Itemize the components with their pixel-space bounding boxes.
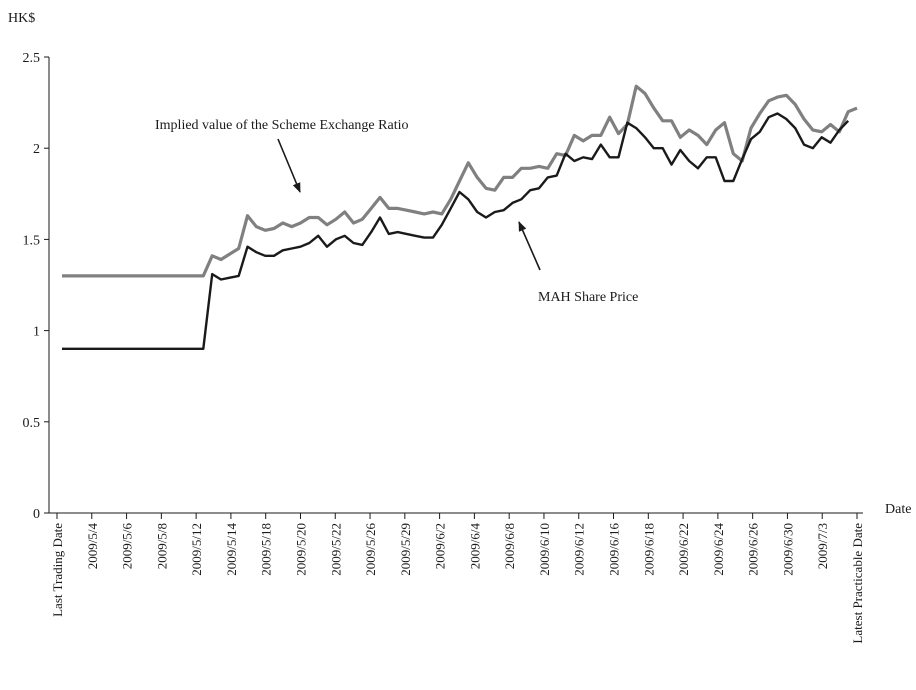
y-axis-label: HK$: [8, 11, 35, 26]
x-tick-label: Last Trading Date: [50, 523, 65, 617]
x-tick-label: 2009/6/8: [502, 523, 517, 569]
x-tick-label: 2009/5/4: [85, 523, 100, 570]
series-line-1: [62, 84, 858, 278]
x-tick-label: 2009/6/4: [467, 523, 482, 570]
annotation-label: MAH Share Price: [538, 290, 638, 305]
y-tick-label: 1.5: [23, 233, 41, 248]
x-tick-label: 2009/6/12: [572, 523, 587, 576]
x-tick-label: Latest Practicable Date: [850, 523, 865, 644]
x-tick-label: 2009/6/2: [433, 523, 448, 569]
annotation-arrow: [277, 138, 301, 193]
x-tick-label: 2009/5/12: [189, 523, 204, 576]
x-tick-label: 2009/5/29: [398, 523, 413, 576]
x-tick-label: 2009/6/30: [780, 523, 795, 576]
annotations: Implied value of the Scheme Exchange Rat…: [155, 118, 638, 305]
x-tick-label: 2009/5/8: [154, 523, 169, 569]
series-line-2: [62, 112, 850, 350]
y-tick-label: 0: [33, 507, 40, 522]
x-tick-label: 2009/5/20: [293, 523, 308, 576]
series-layer: [62, 84, 858, 350]
x-ticks: Last Trading Date 2009/5/4 2009/5/6 2009/5/…: [50, 513, 865, 644]
x-tick-label: 2009/6/18: [641, 523, 656, 576]
x-tick-label: 2009/7/3: [815, 523, 830, 569]
x-tick-label: 2009/6/16: [607, 523, 622, 576]
x-tick-label: 2009/5/14: [224, 523, 239, 576]
x-tick-label: 2009/6/22: [676, 523, 691, 576]
y-ticks: 0 0.5 1 1.5 2 2.5: [23, 51, 49, 522]
annotation-label: Implied value of the Scheme Exchange Rat…: [155, 118, 408, 133]
x-tick-label: 2009/5/26: [363, 523, 378, 576]
x-tick-label: 2009/5/22: [328, 523, 343, 576]
y-tick-label: 2: [33, 142, 40, 157]
x-axis-label: Date: [885, 502, 911, 517]
annotation-arrow: [518, 221, 541, 271]
x-tick-label: 2009/6/26: [746, 523, 761, 576]
x-tick-label: 2009/6/10: [537, 523, 552, 576]
x-tick-label: 2009/5/18: [259, 523, 274, 576]
y-tick-label: 2.5: [23, 51, 41, 66]
x-tick-label: 2009/5/6: [120, 523, 135, 570]
y-tick-label: 1: [33, 325, 40, 340]
y-tick-label: 0.5: [23, 416, 41, 431]
x-tick-label: 2009/6/24: [711, 523, 726, 576]
